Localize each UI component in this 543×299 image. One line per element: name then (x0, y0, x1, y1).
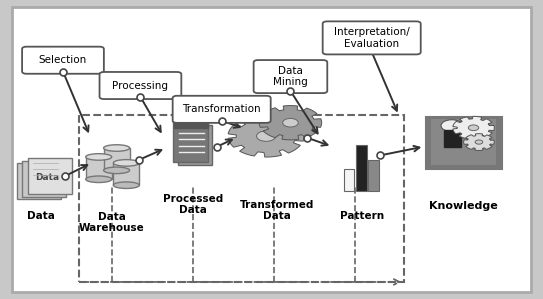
Polygon shape (453, 116, 494, 139)
Text: Transformed
Data: Transformed Data (239, 200, 314, 221)
FancyBboxPatch shape (22, 47, 104, 74)
Text: Knowledge: Knowledge (430, 201, 498, 211)
Bar (79, 115, 404, 282)
FancyBboxPatch shape (444, 129, 460, 147)
FancyBboxPatch shape (86, 157, 112, 179)
Ellipse shape (104, 167, 130, 174)
Text: Selection: Selection (39, 55, 87, 65)
Text: Pattern: Pattern (340, 211, 384, 222)
Circle shape (256, 131, 276, 141)
FancyBboxPatch shape (426, 117, 502, 169)
FancyBboxPatch shape (22, 161, 66, 196)
Polygon shape (228, 115, 304, 157)
Text: Data
Warehouse: Data Warehouse (79, 212, 144, 233)
FancyBboxPatch shape (174, 120, 207, 128)
Ellipse shape (113, 182, 140, 188)
FancyBboxPatch shape (99, 72, 181, 99)
Text: Interpretation/
Evaluation: Interpretation/ Evaluation (334, 27, 409, 49)
Ellipse shape (86, 154, 112, 160)
Polygon shape (464, 134, 494, 150)
FancyBboxPatch shape (28, 158, 72, 193)
FancyBboxPatch shape (104, 148, 130, 170)
FancyBboxPatch shape (173, 96, 271, 123)
Text: Data: Data (27, 211, 55, 222)
Bar (356, 145, 367, 191)
FancyBboxPatch shape (254, 60, 327, 93)
Text: Data: Data (35, 173, 59, 182)
Ellipse shape (104, 145, 130, 151)
Circle shape (283, 118, 298, 127)
Text: Transformation: Transformation (182, 104, 261, 114)
FancyBboxPatch shape (178, 125, 212, 165)
Polygon shape (259, 106, 321, 140)
FancyBboxPatch shape (323, 21, 421, 54)
Text: Processing: Processing (112, 80, 168, 91)
FancyBboxPatch shape (17, 164, 61, 199)
Circle shape (468, 125, 479, 131)
Circle shape (441, 120, 463, 132)
FancyBboxPatch shape (431, 119, 496, 165)
Ellipse shape (113, 160, 140, 166)
Ellipse shape (86, 176, 112, 182)
Text: Data
Mining: Data Mining (273, 66, 308, 87)
FancyBboxPatch shape (11, 7, 532, 292)
Bar (369, 160, 379, 191)
Text: Processed
Data: Processed Data (163, 194, 223, 215)
Bar (344, 169, 355, 191)
FancyBboxPatch shape (173, 122, 208, 162)
FancyBboxPatch shape (113, 163, 140, 185)
Circle shape (475, 140, 483, 144)
